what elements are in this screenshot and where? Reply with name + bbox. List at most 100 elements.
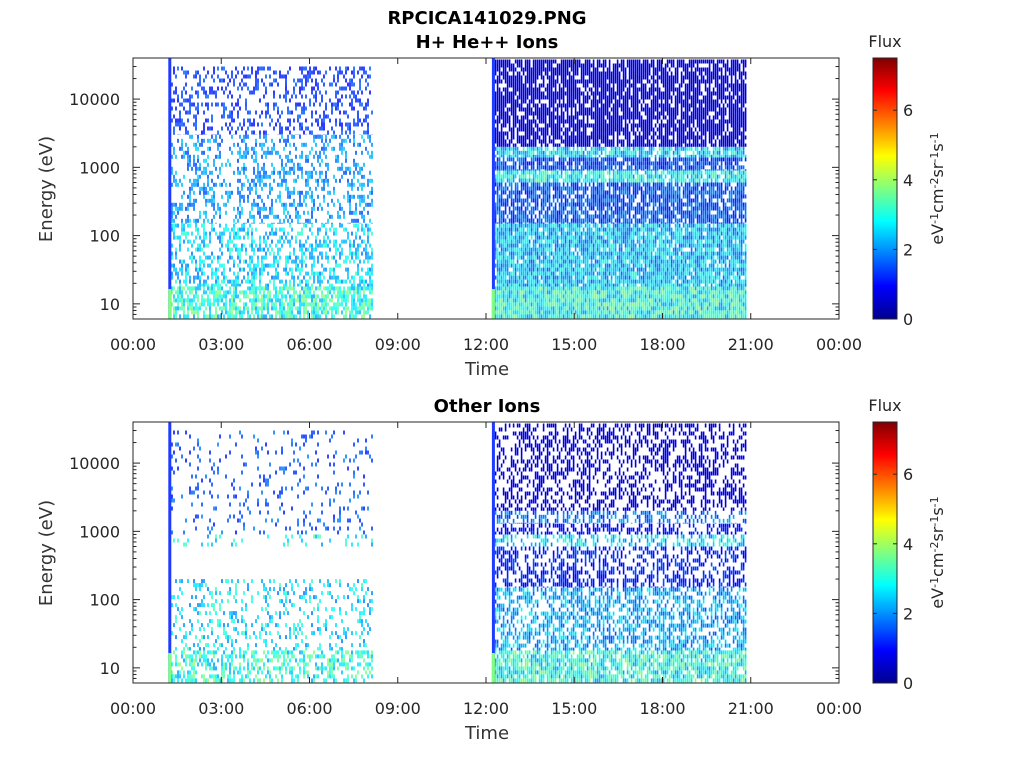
- spectrogram-cell: [531, 284, 533, 287]
- spectrogram-cell: [535, 187, 537, 191]
- spectrogram-cell: [547, 60, 549, 64]
- spectrogram-cell: [539, 244, 541, 248]
- spectrogram-cell: [299, 135, 301, 139]
- spectrogram-cell: [365, 71, 367, 75]
- spectrogram-cell: [523, 136, 525, 140]
- spectrogram-cell: [503, 298, 505, 302]
- spectrogram-cell: [301, 280, 303, 284]
- spectrogram-cell: [509, 236, 511, 240]
- spectrogram-cell: [555, 314, 557, 318]
- spectrogram-cell: [555, 207, 557, 211]
- spectrogram-cell: [277, 240, 279, 244]
- spectrogram-cell: [233, 280, 235, 284]
- spectrogram-cell: [517, 219, 519, 223]
- spectrogram-cell: [183, 314, 185, 318]
- spectrogram-cell: [337, 167, 339, 171]
- spectrogram-cell: [367, 127, 369, 131]
- spectrogram-cell: [317, 135, 319, 139]
- spectrogram-cell: [567, 264, 569, 268]
- spectrogram-cell: [511, 183, 513, 187]
- spectrogram-cell: [515, 248, 517, 252]
- spectrogram-cell: [555, 80, 557, 84]
- spectrogram-cell: [535, 252, 537, 256]
- spectrogram-cell: [533, 175, 535, 179]
- spectrogram-cell: [361, 199, 363, 203]
- spectrogram-cell: [319, 155, 321, 159]
- spectrogram-cell: [509, 223, 511, 224]
- spectrogram-cell: [519, 161, 521, 165]
- spectrogram-cell: [193, 203, 195, 207]
- spectrogram-cell: [305, 264, 307, 268]
- spectrogram-cell: [539, 224, 541, 228]
- spectrogram-cell: [235, 302, 237, 306]
- spectrogram-cell: [551, 286, 553, 290]
- spectrogram-cell: [357, 298, 359, 302]
- spectrogram-cell: [539, 171, 541, 175]
- spectrogram-cell: [537, 219, 539, 223]
- spectrogram-cell: [535, 256, 537, 260]
- spectrogram-cell: [515, 165, 517, 169]
- spectrogram-cell: [501, 264, 503, 268]
- spectrogram-cell: [515, 80, 517, 84]
- spectrogram-cell: [537, 76, 539, 80]
- spectrogram-cell: [217, 147, 219, 151]
- spectrogram-cell: [339, 135, 341, 139]
- spectrogram-cell: [563, 112, 565, 116]
- spectrogram-cell: [545, 116, 547, 120]
- spectrogram-cell: [349, 103, 351, 107]
- spectrogram-cell: [513, 136, 515, 140]
- spectrogram-cell: [503, 88, 505, 92]
- spectrogram-cell: [175, 224, 177, 228]
- spectrogram-cell: [353, 219, 355, 223]
- spectrogram-cell: [219, 248, 221, 252]
- spectrogram-cell: [171, 83, 173, 87]
- spectrogram-cell: [513, 219, 515, 223]
- spectrogram-cell: [567, 80, 569, 84]
- spectrogram-cell: [523, 108, 525, 112]
- spectrogram-cell: [287, 127, 289, 131]
- spectrogram-cell: [277, 260, 279, 264]
- spectrogram-cell: [497, 223, 499, 224]
- spectrogram-cell: [529, 203, 531, 207]
- spectrogram-cell: [317, 286, 319, 290]
- spectrogram-cell: [327, 294, 329, 298]
- spectrogram-cell: [519, 240, 521, 244]
- spectrogram-cell: [557, 112, 559, 116]
- spectrogram-cell: [285, 286, 287, 290]
- spectrogram-cell: [243, 310, 245, 314]
- spectrogram-cell: [253, 294, 255, 298]
- spectrogram-cell: [301, 123, 303, 127]
- spectrogram-cell: [361, 228, 363, 232]
- spectrogram-cell: [299, 248, 301, 252]
- spectrogram-cell: [275, 302, 277, 306]
- spectrogram-cell: [369, 139, 371, 143]
- spectrogram-cell: [205, 284, 207, 287]
- spectrogram-cell: [285, 298, 287, 302]
- spectrogram-cell: [371, 191, 373, 195]
- spectrogram-cell: [527, 88, 529, 92]
- spectrogram-cell: [349, 286, 351, 290]
- spectrogram-cell: [543, 191, 545, 195]
- spectrogram-cell: [565, 68, 567, 72]
- spectrogram-cell: [321, 294, 323, 298]
- spectrogram-cell: [359, 236, 361, 240]
- spectrogram-cell: [503, 171, 505, 175]
- spectrogram-cell: [271, 163, 273, 167]
- spectrogram-cell: [527, 183, 529, 187]
- spectrogram-cell: [347, 276, 349, 280]
- spectrogram-cell: [281, 310, 283, 314]
- spectrogram-cell: [355, 224, 357, 228]
- spectrogram-cell: [559, 284, 561, 287]
- spectrogram-cell: [185, 131, 187, 135]
- spectrogram-cell: [551, 80, 553, 84]
- spectrogram-cell: [549, 100, 551, 104]
- spectrogram-cell: [195, 91, 197, 95]
- spectrogram-cell: [539, 310, 541, 314]
- spectrogram-cell: [509, 96, 511, 100]
- spectrogram-cell: [189, 286, 191, 290]
- spectrogram-cell: [305, 306, 307, 310]
- spectrogram-cell: [507, 179, 509, 183]
- spectrogram-cell: [211, 127, 213, 131]
- spectrogram-cell: [233, 83, 235, 87]
- spectrogram-cell: [571, 211, 573, 215]
